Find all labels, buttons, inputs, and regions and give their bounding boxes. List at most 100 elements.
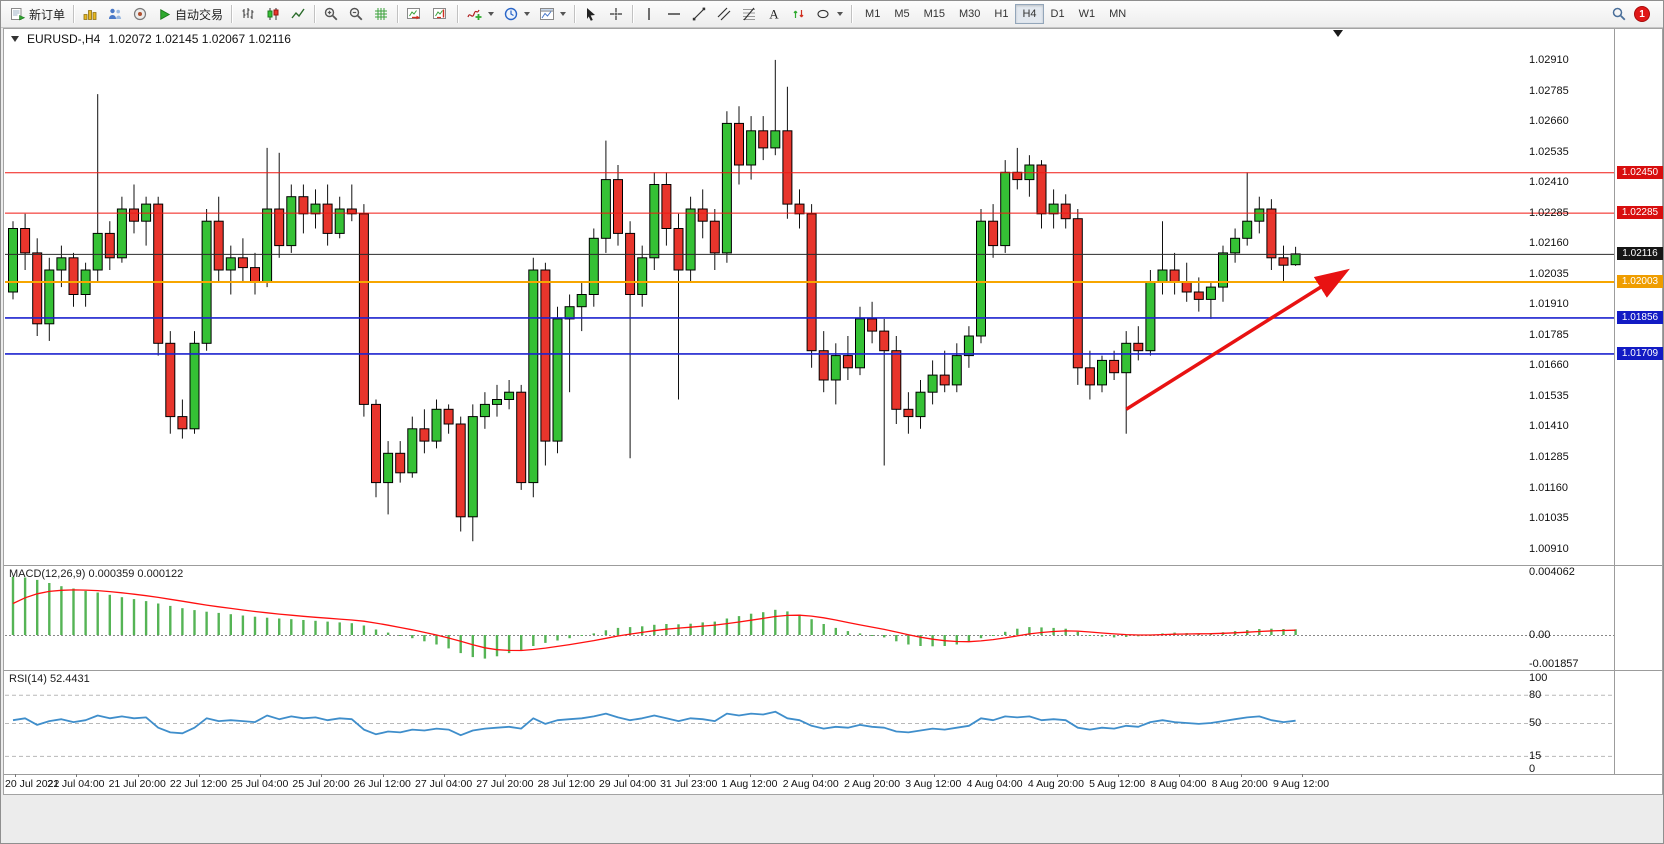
chart-candles-button[interactable] bbox=[261, 3, 285, 25]
time-axis-label: 8 Aug 20:00 bbox=[1211, 778, 1268, 790]
chart-background bbox=[3, 28, 1663, 795]
price-level-badge: 1.02116 bbox=[1617, 247, 1663, 261]
horizontal-line-icon bbox=[668, 13, 681, 15]
notification-badge[interactable]: 1 bbox=[1634, 6, 1650, 22]
toolbar-separator bbox=[314, 5, 316, 23]
templates-button[interactable] bbox=[535, 3, 570, 25]
time-axis-tickmark bbox=[1179, 774, 1181, 777]
time-axis-tickmark bbox=[1056, 774, 1058, 777]
new-order-label: 新订单 bbox=[29, 7, 66, 22]
cursor-button[interactable] bbox=[579, 3, 603, 25]
timeframe-m1-button[interactable]: M1 bbox=[865, 8, 881, 20]
time-axis-tickmark bbox=[1302, 774, 1303, 777]
timeframe-w1-button[interactable]: W1 bbox=[1078, 8, 1096, 20]
zoom-out-button[interactable] bbox=[344, 3, 368, 25]
chart-line-button[interactable] bbox=[286, 3, 310, 25]
toolbar-separator bbox=[457, 5, 459, 23]
ohlc-bars-icon bbox=[242, 8, 254, 19]
toolbar-separator bbox=[397, 5, 399, 23]
trendline-button[interactable] bbox=[687, 3, 711, 25]
timeframe-d1-button[interactable]: D1 bbox=[1050, 8, 1065, 20]
text-tool-icon: A bbox=[769, 7, 779, 22]
new-order-icon bbox=[11, 8, 26, 21]
fibonacci-button[interactable] bbox=[737, 3, 761, 25]
indicators-button[interactable] bbox=[462, 3, 498, 25]
time-axis-tickmark bbox=[750, 774, 752, 777]
price-level-badge: 1.02450 bbox=[1617, 165, 1663, 179]
time-axis-tickmark bbox=[566, 774, 568, 777]
time-axis-tickmark bbox=[995, 774, 997, 777]
price-axis-tick: 1.01660 bbox=[1529, 359, 1569, 372]
fibonacci-icon bbox=[743, 7, 756, 21]
timeframe-h4-button[interactable]: H4 bbox=[1015, 4, 1044, 24]
time-axis-label: 22 Jul 12:00 bbox=[169, 778, 228, 790]
price-axis-tick: 1.02160 bbox=[1529, 237, 1569, 250]
navigator-button[interactable] bbox=[128, 3, 152, 25]
line-chart-icon bbox=[291, 8, 305, 19]
time-axis-label: 26 Jul 12:00 bbox=[353, 778, 411, 790]
new-order-button[interactable]: 新订单 bbox=[6, 3, 69, 25]
chart-bars-button[interactable] bbox=[236, 3, 260, 25]
price-axis-tick: 1.02535 bbox=[1529, 145, 1569, 158]
time-axis-label: 21 Jul 04:00 bbox=[47, 778, 105, 790]
price-level-badge: 1.01709 bbox=[1617, 346, 1663, 360]
time-axis-label: 25 Jul 04:00 bbox=[231, 778, 289, 790]
zoom-in-icon bbox=[324, 7, 338, 21]
price-axis-tick: 1.01160 bbox=[1529, 481, 1568, 494]
toolbar-separator bbox=[231, 5, 233, 23]
macd-axis-tick: 0.004062 bbox=[1529, 566, 1575, 578]
vertical-line-button[interactable] bbox=[637, 3, 661, 25]
time-axis-tickmark bbox=[627, 774, 629, 777]
autotrading-label: 自动交易 bbox=[175, 7, 224, 22]
main-toolbar: 新订单 自动交易 bbox=[1, 1, 1663, 28]
timeframe-m30-button[interactable]: M30 bbox=[959, 8, 981, 20]
text-button[interactable]: A bbox=[762, 3, 786, 25]
crosshair-button[interactable] bbox=[604, 3, 628, 25]
horizontal-line-button[interactable] bbox=[662, 3, 686, 25]
timeframe-m5-button[interactable]: M5 bbox=[894, 8, 910, 20]
time-axis-tickmark bbox=[321, 774, 323, 777]
price-axis-tick: 1.02410 bbox=[1529, 176, 1569, 189]
time-axis-tickmark bbox=[444, 774, 445, 777]
channel-button[interactable] bbox=[712, 3, 736, 25]
timeframe-mn-button[interactable]: MN bbox=[1109, 8, 1127, 20]
price-axis-tick: 1.00910 bbox=[1529, 542, 1569, 555]
data-window-button[interactable] bbox=[103, 3, 127, 25]
chart-ohlc-values: 1.02072 1.02145 1.02067 1.02116 bbox=[108, 32, 291, 46]
time-axis-tickmark bbox=[198, 774, 200, 777]
market-watch-button[interactable] bbox=[78, 3, 102, 25]
autotrading-button[interactable]: 自动交易 bbox=[153, 3, 227, 25]
periods-button[interactable] bbox=[499, 3, 534, 25]
grid-icon bbox=[375, 8, 388, 20]
chevron-down-icon bbox=[560, 12, 567, 16]
time-axis-label: 8 Aug 04:00 bbox=[1150, 778, 1207, 790]
arrows-button[interactable] bbox=[787, 3, 811, 25]
price-axis-tick: 1.01535 bbox=[1529, 389, 1569, 402]
timeframe-m15-button[interactable]: M15 bbox=[923, 8, 945, 20]
grid-button[interactable] bbox=[369, 3, 393, 25]
time-axis-label: 25 Jul 20:00 bbox=[292, 778, 350, 790]
timeframe-h1-button[interactable]: H1 bbox=[994, 8, 1009, 20]
zoom-in-button[interactable] bbox=[319, 3, 343, 25]
time-axis-tickmark bbox=[811, 774, 813, 777]
zoom-out-icon bbox=[349, 7, 363, 21]
shapes-button[interactable] bbox=[812, 3, 847, 25]
chart-title-bar: EURUSD-,H4 1.02072 1.02145 1.02067 1.021… bbox=[11, 32, 291, 46]
time-axis-tickmark bbox=[76, 774, 78, 777]
time-axis-label: 4 Aug 04:00 bbox=[966, 778, 1023, 790]
timeframe-buttons: M1 M5 M15 M30 H1 H4 D1 W1 MN bbox=[858, 4, 1133, 24]
chart-shift-marker[interactable] bbox=[1333, 30, 1343, 37]
chart-collapse-icon[interactable] bbox=[11, 36, 19, 42]
toolbar-separator bbox=[632, 5, 634, 23]
time-axis-label: 31 Jul 23:00 bbox=[660, 778, 718, 790]
indicators-icon bbox=[467, 9, 482, 20]
time-axis-label: 21 Jul 20:00 bbox=[108, 778, 166, 790]
auto-scroll-button[interactable] bbox=[402, 3, 427, 25]
chart-shift-button[interactable] bbox=[428, 3, 453, 25]
people-icon bbox=[109, 8, 122, 19]
time-axis-tickmark bbox=[934, 774, 936, 777]
chevron-down-icon bbox=[524, 12, 531, 16]
search-button[interactable] bbox=[1607, 3, 1631, 25]
arrows-icon bbox=[793, 10, 804, 18]
